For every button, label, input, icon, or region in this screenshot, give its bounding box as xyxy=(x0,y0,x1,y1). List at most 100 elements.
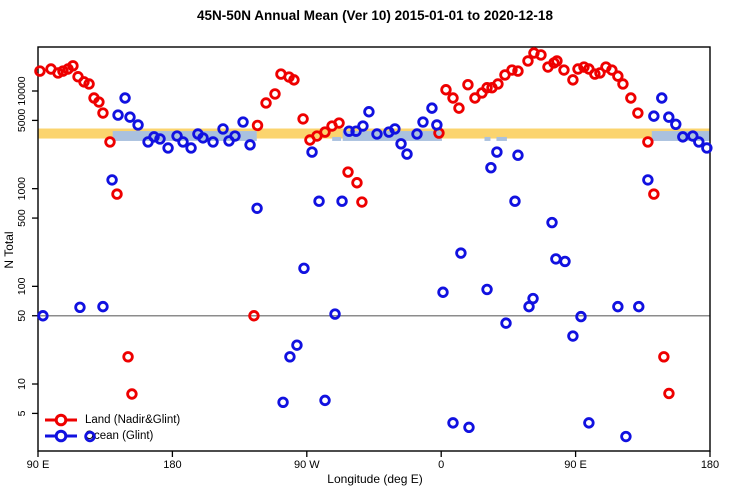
data-point-land xyxy=(260,97,272,109)
data-point-ocean xyxy=(217,123,229,135)
data-point-land xyxy=(462,79,474,91)
data-point-ocean xyxy=(620,430,632,443)
data-point-ocean xyxy=(237,116,249,128)
band-blue-fragment xyxy=(496,136,507,141)
y-tick-label: 500 xyxy=(16,209,28,227)
legend-label-ocean: Ocean (Glint) xyxy=(85,430,154,442)
data-point-ocean xyxy=(512,149,524,161)
data-point-ocean xyxy=(37,310,49,322)
data-point-ocean xyxy=(162,142,174,154)
legend-item-ocean: Ocean (Glint) xyxy=(44,428,180,444)
data-point-land xyxy=(440,84,452,96)
data-point-land xyxy=(453,102,465,114)
data-point-ocean xyxy=(97,300,109,313)
data-point-land xyxy=(447,92,459,104)
legend-label-land: Land (Nadir&Glint) xyxy=(85,414,181,426)
data-point-ocean xyxy=(447,417,459,429)
data-point-ocean xyxy=(251,202,263,214)
data-point-land xyxy=(506,64,518,76)
data-point-ocean xyxy=(701,142,713,154)
data-point-ocean xyxy=(298,262,310,275)
data-point-ocean xyxy=(481,283,493,296)
data-point-ocean xyxy=(177,136,189,148)
y-tick-label: 5 xyxy=(16,410,28,416)
x-tick-label: 90 E xyxy=(27,459,50,471)
data-point-ocean xyxy=(687,130,699,142)
data-point-land xyxy=(319,126,331,138)
y-tick-label: 10 xyxy=(16,378,28,390)
data-point-ocean xyxy=(550,253,562,265)
data-point-land xyxy=(93,96,105,108)
band-blue-segment xyxy=(112,131,257,141)
data-point-land xyxy=(492,78,504,90)
data-point-land xyxy=(567,74,579,86)
data-point-land xyxy=(512,65,524,77)
legend-symbol-land-icon xyxy=(45,413,77,427)
data-point-ocean xyxy=(567,330,579,342)
data-point-ocean xyxy=(363,106,375,118)
legend-symbol-ocean-icon xyxy=(45,429,77,443)
data-point-land xyxy=(111,188,123,200)
data-point-land xyxy=(522,55,534,67)
data-point-land xyxy=(551,55,563,67)
legend: Land (Nadir&Glint) Ocean (Glint) xyxy=(44,412,180,444)
data-point-ocean xyxy=(426,102,438,114)
band-blue-segment xyxy=(651,131,710,141)
data-point-ocean xyxy=(431,119,443,131)
data-point-ocean xyxy=(329,308,341,320)
data-point-ocean xyxy=(559,255,571,268)
data-point-ocean xyxy=(371,128,383,140)
data-point-ocean xyxy=(417,116,429,128)
data-point-ocean xyxy=(84,430,96,443)
data-point-ocean xyxy=(395,138,407,150)
data-point-ocean xyxy=(343,125,355,137)
y-tick-label: 100 xyxy=(16,277,28,295)
data-point-ocean xyxy=(401,148,413,160)
data-point-ocean xyxy=(154,133,166,145)
data-point-ocean xyxy=(455,247,467,259)
data-point-land xyxy=(642,136,654,148)
data-point-ocean xyxy=(463,421,475,434)
data-point-land xyxy=(126,388,138,400)
data-point-ocean xyxy=(148,131,160,143)
data-point-land xyxy=(606,64,618,76)
data-point-land xyxy=(558,64,570,76)
data-point-ocean xyxy=(411,128,423,140)
data-point-ocean xyxy=(284,351,296,363)
data-point-ocean xyxy=(313,195,325,207)
data-point-land xyxy=(342,166,354,178)
data-point-land xyxy=(122,351,134,363)
data-point-land xyxy=(356,196,368,208)
legend-item-land: Land (Nadir&Glint) xyxy=(44,412,180,428)
data-point-ocean xyxy=(244,139,256,151)
data-point-ocean xyxy=(485,161,497,174)
data-point-ocean xyxy=(633,300,645,313)
data-point-land xyxy=(594,67,606,79)
data-point-ocean xyxy=(491,146,503,158)
data-point-ocean xyxy=(171,130,183,142)
data-point-land xyxy=(351,177,363,189)
data-point-land xyxy=(297,113,309,125)
data-point-ocean xyxy=(306,146,318,158)
data-point-land xyxy=(104,136,116,148)
data-point-land xyxy=(632,107,644,119)
data-point-land xyxy=(589,68,601,80)
x-tick-label: 0 xyxy=(438,459,444,471)
x-tick-label: 90 E xyxy=(564,459,587,471)
chart-title: 45N-50N Annual Mean (Ver 10) 2015-01-01 … xyxy=(197,8,553,23)
data-point-ocean xyxy=(350,125,362,137)
data-point-ocean xyxy=(575,310,587,323)
data-point-ocean xyxy=(112,109,124,121)
data-point-ocean xyxy=(132,119,144,131)
data-point-ocean xyxy=(612,300,624,313)
data-point-land xyxy=(248,310,260,322)
x-tick-label: 180 xyxy=(163,459,181,471)
data-point-ocean xyxy=(389,123,401,135)
data-point-land xyxy=(288,74,300,86)
data-point-land xyxy=(535,49,547,61)
data-point-land xyxy=(481,82,493,94)
data-point-land xyxy=(34,65,46,77)
data-point-ocean xyxy=(648,110,660,122)
